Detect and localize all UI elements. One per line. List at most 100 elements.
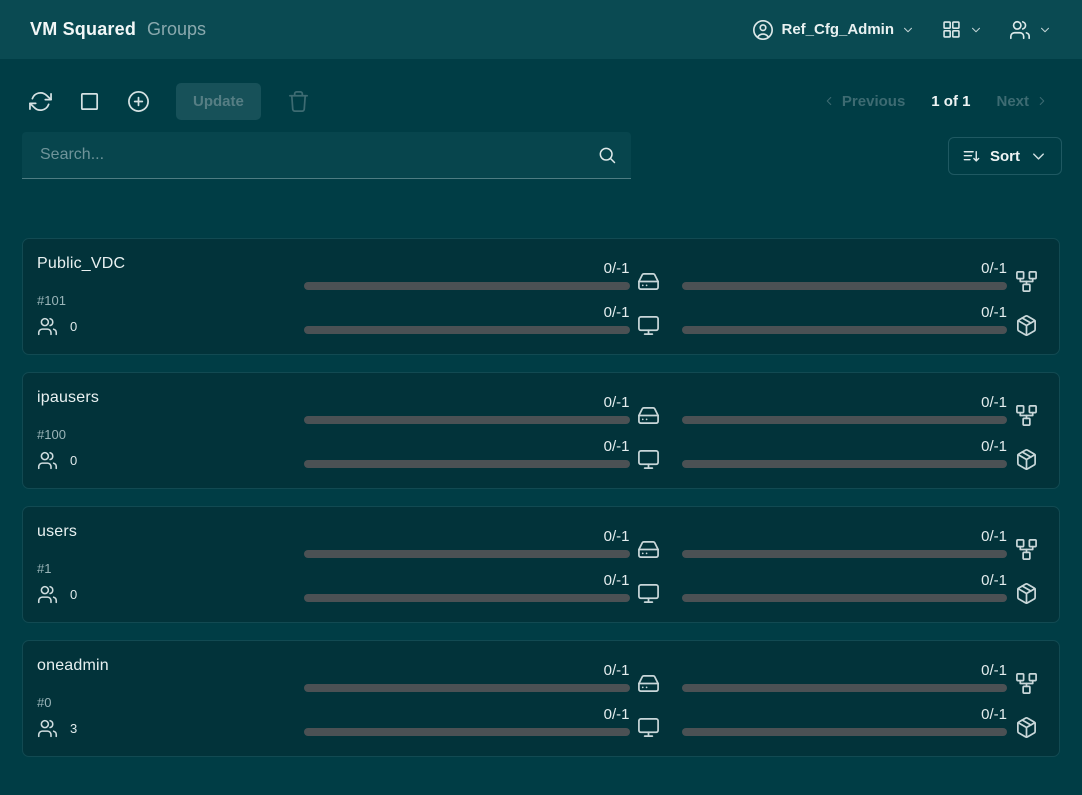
plus-circle-icon: [127, 90, 150, 113]
network-icon: [1007, 270, 1045, 293]
quota-bar: [304, 684, 630, 692]
group-card-public-vdc[interactable]: Public_VDC #101 0 0/-1 0/-1: [22, 238, 1060, 355]
app-header: VM Squared Groups Ref_Cfg_Admin: [0, 0, 1082, 59]
group-name: oneadmin: [37, 657, 109, 674]
group-users-count: 0: [70, 319, 78, 334]
grid-icon: [941, 19, 962, 40]
quota-images: 0/-1: [681, 302, 1046, 337]
quota-vms: 0/-1: [304, 302, 668, 337]
network-icon: [1007, 672, 1045, 695]
search-row: Sort: [0, 119, 1082, 179]
group-id: #100: [37, 427, 66, 442]
quota-bar: [681, 728, 1007, 736]
quota-vms: 0/-1: [304, 436, 668, 471]
quota-value: 0/-1: [603, 706, 630, 723]
chevron-down-icon: [969, 23, 983, 37]
chevron-left-icon: [822, 94, 836, 108]
quota-value: 0/-1: [603, 662, 630, 679]
user-circle-icon: [752, 19, 774, 41]
next-page-button[interactable]: Next: [996, 93, 1049, 110]
quota-networks: 0/-1: [681, 392, 1046, 427]
quota-bar: [681, 460, 1007, 468]
quota-vms: 0/-1: [304, 570, 668, 605]
group-users: 0: [37, 316, 304, 337]
groups-menu[interactable]: [1009, 19, 1052, 41]
users-icon: [37, 316, 58, 337]
group-card-users[interactable]: users #1 0 0/-1 0/-1: [22, 506, 1060, 623]
quota-datastores: 0/-1: [304, 526, 668, 561]
create-group-button[interactable]: [127, 90, 150, 113]
page-title: Groups: [147, 19, 207, 39]
quota-networks: 0/-1: [681, 258, 1046, 293]
quota-value: 0/-1: [981, 528, 1007, 545]
quota-bar: [681, 416, 1007, 424]
quota-bar: [304, 550, 630, 558]
group-id: #1: [37, 561, 52, 576]
group-card-ipausers[interactable]: ipausers #100 0 0/-1 0/-1: [22, 372, 1060, 489]
quota-bar: [304, 460, 630, 468]
quota-value: 0/-1: [981, 260, 1007, 277]
refresh-icon: [29, 90, 52, 113]
group-name: ipausers: [37, 389, 100, 406]
trash-icon: [287, 90, 310, 113]
search-box[interactable]: [22, 132, 631, 179]
quota-value: 0/-1: [981, 572, 1007, 589]
datastore-icon: [630, 672, 668, 695]
apps-menu[interactable]: [941, 19, 983, 40]
sort-button[interactable]: Sort: [948, 137, 1062, 175]
quota-networks: 0/-1: [681, 660, 1046, 695]
network-icon: [1007, 404, 1045, 427]
square-icon: [78, 90, 101, 113]
next-label: Next: [996, 92, 1029, 110]
search-input[interactable]: [40, 146, 597, 164]
datastore-icon: [630, 270, 668, 293]
vm-monitor-icon: [630, 582, 668, 605]
search-icon[interactable]: [597, 145, 617, 165]
pagination: Previous 1 of 1 Next: [822, 93, 1049, 110]
quota-datastores: 0/-1: [304, 258, 668, 293]
quota-value: 0/-1: [981, 394, 1007, 411]
quota-images: 0/-1: [681, 436, 1046, 471]
group-users-count: 3: [70, 721, 78, 736]
user-menu[interactable]: Ref_Cfg_Admin: [752, 19, 915, 41]
datastore-icon: [630, 538, 668, 561]
chevron-down-icon: [901, 23, 915, 37]
group-id: #101: [37, 293, 66, 308]
quota-bar: [304, 326, 630, 334]
previous-page-button[interactable]: Previous: [822, 93, 905, 110]
quota-bar: [681, 550, 1007, 558]
quota-images: 0/-1: [681, 704, 1046, 739]
quota-value: 0/-1: [603, 304, 630, 321]
quota-value: 0/-1: [603, 260, 630, 277]
update-button[interactable]: Update: [176, 82, 261, 120]
group-users: 0: [37, 450, 304, 471]
group-users-count: 0: [70, 453, 78, 468]
group-card-oneadmin[interactable]: oneadmin #0 3 0/-1 0/-1: [22, 640, 1060, 757]
quota-value: 0/-1: [603, 394, 630, 411]
sort-icon: [962, 147, 981, 166]
quota-bar: [304, 594, 630, 602]
group-users: 3: [37, 718, 304, 739]
select-all-checkbox[interactable]: [78, 90, 101, 113]
group-name: Public_VDC: [37, 255, 126, 272]
refresh-button[interactable]: [29, 90, 52, 113]
chevron-down-icon: [1038, 23, 1052, 37]
quota-bar: [681, 326, 1007, 334]
quota-bar: [304, 282, 630, 290]
quota-value: 0/-1: [981, 706, 1007, 723]
chevron-down-icon: [1029, 147, 1048, 166]
group-name: users: [37, 523, 78, 540]
group-users-count: 0: [70, 587, 78, 602]
quota-networks: 0/-1: [681, 526, 1046, 561]
delete-button[interactable]: [287, 90, 310, 113]
username-label: Ref_Cfg_Admin: [781, 21, 894, 38]
sort-label: Sort: [990, 147, 1020, 165]
brand-title: VM Squared: [30, 19, 137, 39]
vm-monitor-icon: [630, 448, 668, 471]
quota-bar: [304, 416, 630, 424]
quota-datastores: 0/-1: [304, 660, 668, 695]
quota-bar: [681, 594, 1007, 602]
groups-list: Public_VDC #101 0 0/-1 0/-1: [0, 238, 1082, 757]
users-icon: [37, 450, 58, 471]
quota-value: 0/-1: [981, 662, 1007, 679]
